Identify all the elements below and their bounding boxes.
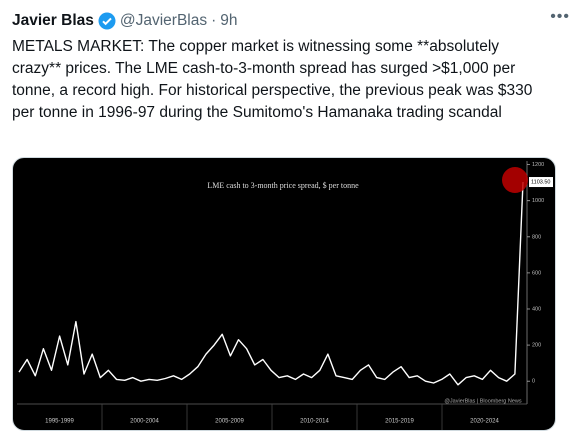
tweet-text: METALS MARKET: The copper market is witn… — [12, 38, 533, 121]
y-tick-label: 0 — [532, 379, 535, 385]
y-tick-label: 1200 — [532, 162, 544, 168]
timestamp[interactable]: 9h — [220, 12, 238, 29]
highlight-marker — [502, 167, 528, 194]
separator: · — [211, 12, 217, 29]
y-tick-label: 600 — [532, 270, 541, 276]
author-name[interactable]: Javier Blas — [12, 12, 94, 29]
y-tick-label: 800 — [532, 234, 541, 240]
data-line — [18, 181, 524, 386]
x-period-label: 2020-2024 — [470, 419, 499, 425]
last-value-label: 1103.50 — [531, 179, 550, 185]
x-period-label: 2005-2009 — [215, 419, 244, 425]
x-period-label: 1995-1999 — [45, 419, 74, 425]
y-tick-label: 200 — [532, 343, 541, 349]
verified-badge — [98, 12, 116, 30]
tweet-header: Javier Blas @JavierBlas · 9h — [12, 10, 238, 32]
y-tick-label: 400 — [532, 306, 541, 312]
author-handle[interactable]: @JavierBlas — [119, 12, 208, 29]
x-period-label: 2000-2004 — [130, 419, 159, 425]
more-menu[interactable]: ••• — [550, 8, 570, 25]
y-tick-label: 1000 — [532, 198, 544, 204]
chart: LME cash to 3-month price spread, $ per … — [17, 161, 553, 430]
chart-source: @JavierBlas | Bloomberg News — [444, 398, 522, 404]
x-period-label: 2015-2019 — [385, 419, 414, 425]
x-period-label: 2010-2014 — [300, 419, 329, 425]
chart-title: LME cash to 3-month price spread, $ per … — [207, 181, 359, 190]
last-value-box — [529, 177, 553, 188]
tweet-media[interactable]: LME cash to 3-month price spread, $ per … — [12, 157, 556, 431]
